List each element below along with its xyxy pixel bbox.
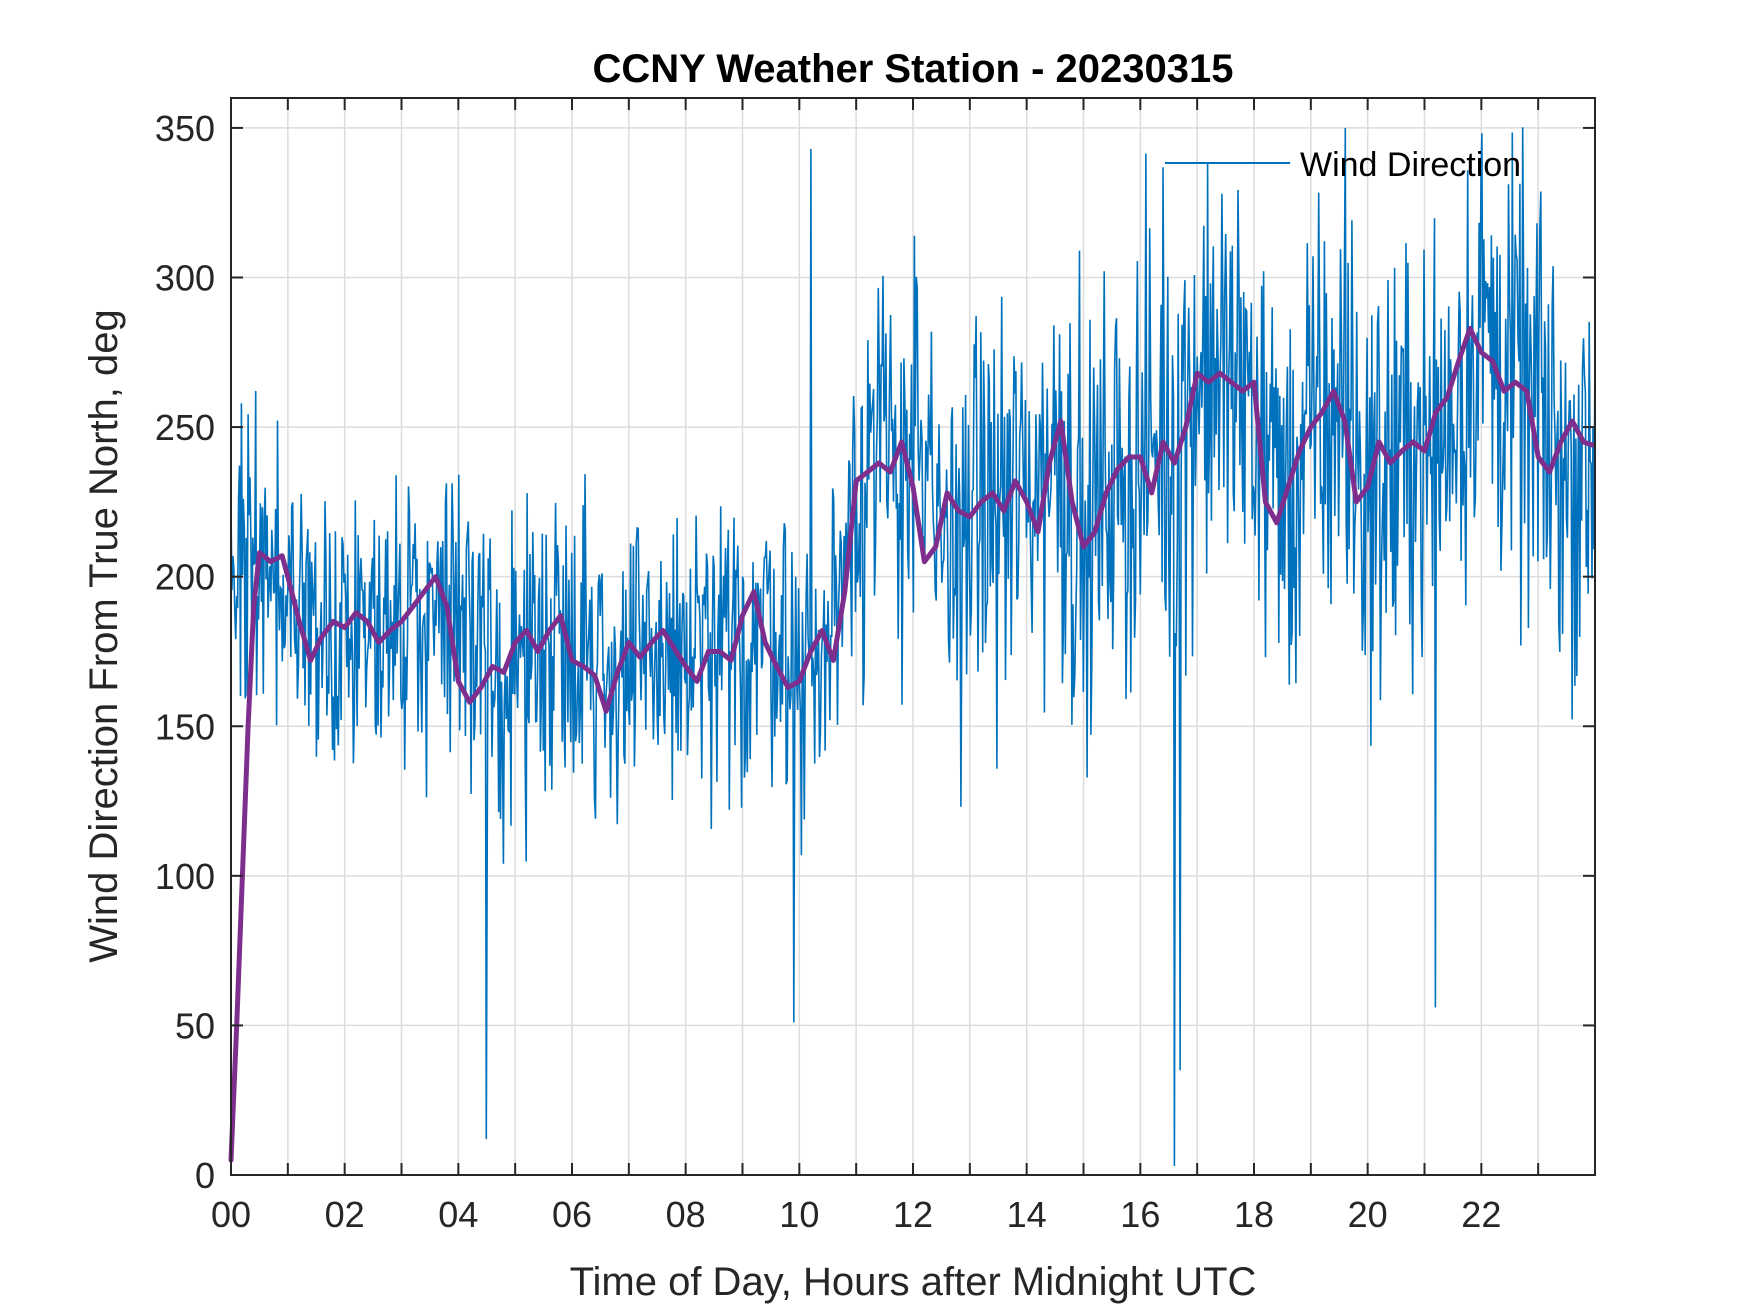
- x-tick-label: 10: [779, 1194, 819, 1235]
- y-tick-label: 250: [155, 407, 215, 448]
- x-tick-label: 12: [893, 1194, 933, 1235]
- x-tick-labels: 00 02 04 06 08 10 12 14 16 18 20 22: [211, 1194, 1501, 1235]
- chart-title: CCNY Weather Station - 20230315: [593, 47, 1234, 91]
- y-tick-label: 50: [175, 1005, 215, 1046]
- x-tick-label: 22: [1461, 1194, 1501, 1235]
- x-tick-label: 18: [1234, 1194, 1274, 1235]
- x-tick-label: 16: [1120, 1194, 1160, 1235]
- y-tick-label: 0: [195, 1155, 215, 1196]
- raw-series-group: [230, 127, 1596, 1167]
- y-tick-label: 150: [155, 706, 215, 747]
- x-tick-label: 08: [666, 1194, 706, 1235]
- x-tick-label: 14: [1007, 1194, 1047, 1235]
- y-tick-label: 100: [155, 856, 215, 897]
- moving-average-line: [228, 325, 1595, 1163]
- tick-marks: [230, 98, 1595, 1176]
- x-tick-label: 06: [552, 1194, 592, 1235]
- y-tick-label: 200: [155, 557, 215, 598]
- wind-direction-line: [230, 127, 1596, 1167]
- y-tick-labels: 0 50 100 150 200 250 300 350: [155, 108, 215, 1196]
- plot-area-frame: [230, 97, 1596, 1176]
- y-tick-label: 350: [155, 108, 215, 149]
- x-tick-label: 04: [438, 1194, 478, 1235]
- x-tick-label: 20: [1348, 1194, 1388, 1235]
- y-axis-label: Wind Direction From True North, deg: [82, 309, 126, 963]
- y-tick-label: 300: [155, 258, 215, 299]
- legend-label-wind-direction: Wind Direction: [1300, 146, 1521, 184]
- legend: Wind Direction: [1165, 146, 1521, 184]
- moving-average-group: [228, 325, 1595, 1163]
- x-tick-label: 02: [325, 1194, 365, 1235]
- x-axis-label: Time of Day, Hours after Midnight UTC: [570, 1260, 1257, 1304]
- x-tick-label: 00: [211, 1194, 251, 1235]
